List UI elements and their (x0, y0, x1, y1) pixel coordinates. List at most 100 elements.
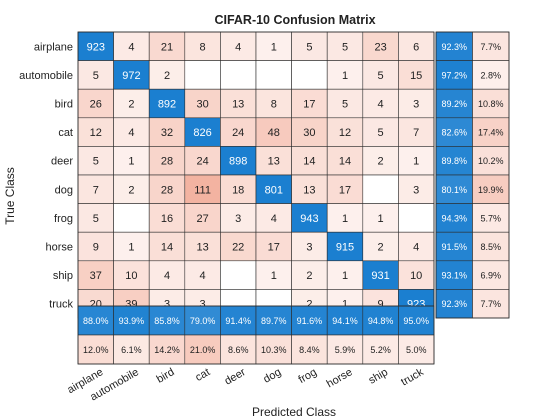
row-correct-cell (435, 60, 473, 90)
matrix-value: 10 (125, 270, 137, 282)
matrix-value: 5 (342, 41, 348, 53)
matrix-value: 16 (161, 213, 173, 225)
matrix-cell (148, 88, 186, 119)
matrix-value: 3 (413, 99, 419, 111)
matrix-value: 17 (303, 99, 315, 111)
matrix-value: 801 (265, 184, 283, 196)
y-tick-label: ship (53, 270, 73, 282)
matrix-value: 4 (164, 270, 170, 282)
matrix-value: 5 (306, 41, 312, 53)
matrix-value: 12 (90, 127, 102, 139)
matrix-value: 13 (268, 156, 280, 168)
matrix-value: 24 (232, 127, 244, 139)
matrix-value: 30 (303, 127, 315, 139)
matrix-cell (291, 260, 328, 290)
row-incorrect-value: 10.2% (478, 156, 504, 166)
matrix-value: 27 (196, 213, 208, 225)
row-incorrect-cell (472, 174, 510, 204)
row-correct-cell (435, 174, 473, 204)
matrix-cell (362, 260, 399, 290)
matrix-cell (255, 31, 292, 61)
matrix-value: 26 (90, 99, 102, 111)
column-correct-value: 88.0% (83, 316, 109, 326)
matrix-value: 4 (128, 41, 134, 53)
matrix-cell (291, 88, 328, 119)
matrix-cell (326, 60, 364, 90)
matrix-cell (291, 174, 328, 204)
chart-title: CIFAR-10 Confusion Matrix (214, 13, 375, 27)
row-correct-cell (435, 146, 473, 176)
x-tick-label: frog (296, 366, 318, 386)
matrix-value: 6 (413, 41, 419, 53)
column-correct-value: 91.6% (297, 316, 323, 326)
true-class-tick-labels: airplane automobile bird cat deer dog frog hors… (19, 41, 73, 310)
matrix-cell (184, 146, 221, 176)
y-tick-label: bird (55, 99, 73, 111)
row-correct-cell (435, 117, 473, 147)
row-incorrect-value: 6.9% (480, 271, 501, 281)
matrix-value: 30 (196, 99, 208, 111)
matrix-value: 2 (378, 242, 384, 254)
matrix-value: 1 (271, 41, 277, 53)
matrix-cell (148, 260, 186, 290)
matrix-value: 2 (306, 270, 312, 282)
matrix-cell (184, 88, 221, 119)
y-tick-label: airplane (34, 41, 73, 53)
matrix-cell (184, 174, 221, 204)
column-incorrect-cell (113, 334, 150, 365)
matrix-cell (148, 174, 186, 204)
matrix-value: 1 (378, 213, 384, 225)
matrix-value: 1 (342, 270, 348, 282)
column-correct-cell (326, 305, 364, 336)
x-tick-label: bird (155, 366, 177, 386)
matrix-cell (184, 260, 221, 290)
row-incorrect-value: 5.7% (480, 213, 501, 223)
matrix-cell (184, 60, 221, 90)
matrix-value: 8 (271, 99, 277, 111)
matrix-value: 2 (378, 156, 384, 168)
row-correct-cell (435, 231, 473, 262)
row-correct-value: 97.2% (441, 70, 467, 80)
row-incorrect-cell (472, 117, 510, 147)
column-incorrect-cell (291, 334, 328, 365)
row-correct-cell (435, 88, 473, 119)
matrix-cell (291, 146, 328, 176)
matrix-value: 13 (303, 184, 315, 196)
row-incorrect-cell (472, 31, 510, 61)
matrix-cell (398, 174, 435, 204)
matrix-cell (255, 88, 292, 119)
x-tick-label: ship (367, 366, 390, 386)
row-correct-value: 94.3% (441, 213, 467, 223)
matrix-cell (255, 231, 292, 262)
matrix-cell (77, 203, 114, 233)
column-correct-cell (398, 305, 435, 336)
matrix-cell (326, 31, 364, 61)
matrix-value: 17 (339, 184, 351, 196)
matrix-value: 3 (306, 242, 312, 254)
matrix-value: 826 (193, 127, 211, 139)
matrix-cell (148, 117, 186, 147)
matrix-cell (362, 231, 399, 262)
row-correct-value: 91.5% (441, 242, 467, 252)
column-correct-value: 89.7% (261, 316, 287, 326)
row-correct-value: 92.3% (441, 299, 467, 309)
matrix-value: 5 (342, 99, 348, 111)
x-tick-label: dog (261, 366, 283, 386)
row-incorrect-cell (472, 146, 510, 176)
matrix-value: 18 (232, 184, 244, 196)
matrix-value: 2 (128, 184, 134, 196)
row-incorrect-value: 7.7% (480, 299, 501, 309)
row-correct-value: 89.8% (441, 156, 467, 166)
x-tick-label: horse (325, 366, 355, 390)
matrix-value: 8 (200, 41, 206, 53)
matrix-cell (113, 203, 150, 233)
matrix-value: 892 (158, 99, 176, 111)
matrix-value: 972 (122, 70, 140, 82)
matrix-cell (77, 31, 114, 61)
y-tick-label: automobile (19, 70, 73, 82)
row-incorrect-cell (472, 88, 510, 119)
column-correct-value: 93.9% (119, 316, 145, 326)
matrix-value: 5 (378, 127, 384, 139)
